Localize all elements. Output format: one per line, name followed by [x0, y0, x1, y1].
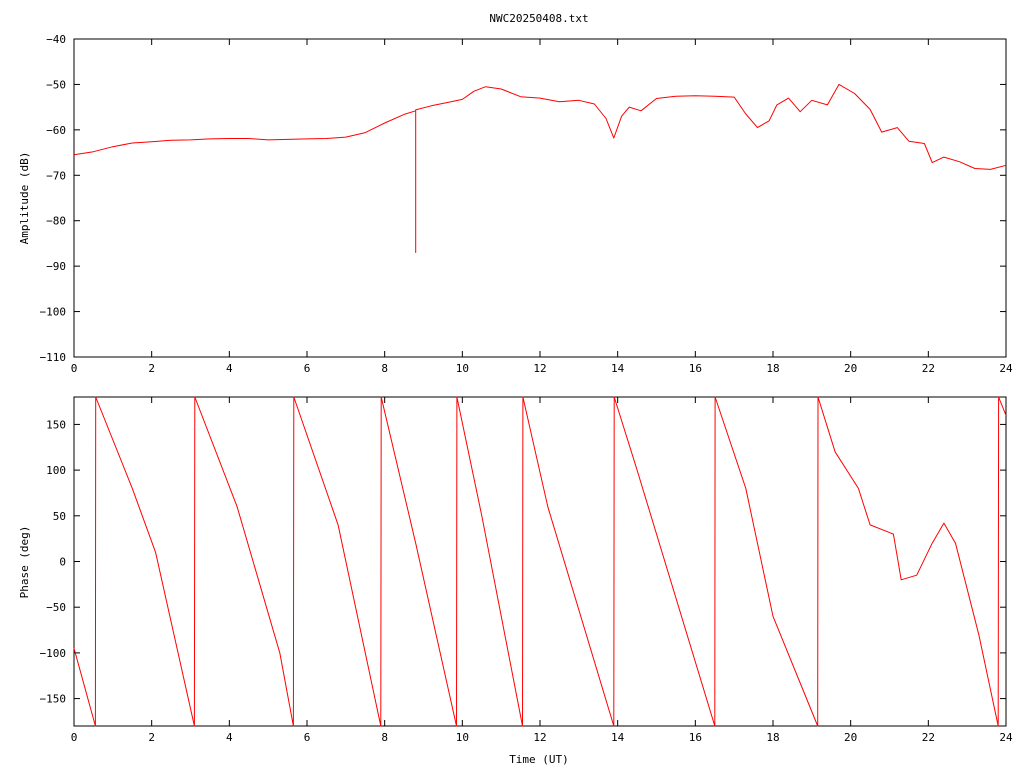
amplitude-x-tick-label: 0 — [71, 362, 78, 375]
amplitude-y-tick-label: −110 — [40, 351, 67, 364]
amplitude-axes-ticks — [73, 38, 1007, 358]
amplitude-x-tick-label: 4 — [226, 362, 233, 375]
phase-plot: 0 2 4 6 8 10 12 14 16 18 20 22 24−150−100−5005010015… — [18, 396, 1013, 766]
phase-x-tick-label: 10 — [456, 731, 469, 744]
amplitude-y-tick-label: −70 — [46, 169, 66, 182]
amplitude-series-line — [73, 83, 1007, 253]
amplitude-x-tick-label: 2 — [148, 362, 155, 375]
amplitude-x-tick-label: 6 — [304, 362, 311, 375]
amplitude-x-tick-label: 16 — [689, 362, 702, 375]
amplitude-x-tick-label: 18 — [766, 362, 779, 375]
amplitude-x-tick-label: 22 — [922, 362, 935, 375]
amplitude-x-tick-label: 14 — [611, 362, 625, 375]
phase-x-tick-label: 14 — [611, 731, 625, 744]
phase-x-tick-label: 6 — [304, 731, 311, 744]
phase-x-tick-label: 0 — [71, 731, 78, 744]
phase-x-tick-label: 2 — [148, 731, 155, 744]
amplitude-y-tick-label: −80 — [46, 215, 66, 228]
amplitude-x-tick-label: 12 — [533, 362, 546, 375]
phase-y-axis-label: Phase (deg) — [18, 526, 31, 599]
amplitude-plot-frame — [73, 38, 1007, 358]
phase-y-tick-label: −50 — [46, 601, 66, 614]
amplitude-plot: 0 2 4 6 8 10 12 14 16 18 20 22 24−110−100−90−80−70−6… — [18, 33, 1013, 375]
amplitude-y-tick-label: −40 — [46, 33, 66, 46]
phase-x-tick-label: 24 — [999, 731, 1013, 744]
amplitude-x-tick-label: 20 — [844, 362, 857, 375]
amplitude-axes-labels: 0 2 4 6 8 10 12 14 16 18 20 22 24−110−100−90−80−70−6… — [40, 33, 1013, 375]
amplitude-x-tick-label: 24 — [999, 362, 1013, 375]
amplitude-y-tick-label: −90 — [46, 260, 66, 273]
amplitude-y-tick-label: −100 — [40, 306, 67, 319]
phase-x-tick-label: 20 — [844, 731, 857, 744]
chart-title: NWC20250408.txt — [489, 12, 588, 25]
phase-x-tick-label: 8 — [381, 731, 388, 744]
phase-y-tick-label: −100 — [40, 647, 67, 660]
phase-x-tick-label: 22 — [922, 731, 935, 744]
amplitude-y-axis-label: Amplitude (dB) — [18, 152, 31, 245]
amplitude-y-tick-label: −60 — [46, 124, 66, 137]
phase-y-tick-label: 100 — [46, 464, 66, 477]
amplitude-x-tick-label: 8 — [381, 362, 388, 375]
phase-x-axis-label: Time (UT) — [509, 753, 569, 766]
phase-x-tick-label: 18 — [766, 731, 779, 744]
phase-y-tick-label: 50 — [53, 510, 66, 523]
phase-series-line — [73, 396, 1007, 727]
phase-axes-ticks — [73, 397, 1007, 726]
amplitude-x-tick-label: 10 — [456, 362, 469, 375]
phase-axes-labels: 0 2 4 6 8 10 12 14 16 18 20 22 24−150−100−5005010015… — [40, 418, 1013, 744]
phase-x-tick-label: 16 — [689, 731, 702, 744]
phase-y-tick-label: 150 — [46, 418, 66, 431]
amplitude-y-tick-label: −50 — [46, 78, 66, 91]
phase-x-tick-label: 12 — [533, 731, 546, 744]
phase-y-tick-label: −150 — [40, 693, 67, 706]
phase-x-tick-label: 4 — [226, 731, 233, 744]
phase-y-tick-label: 0 — [59, 556, 66, 569]
